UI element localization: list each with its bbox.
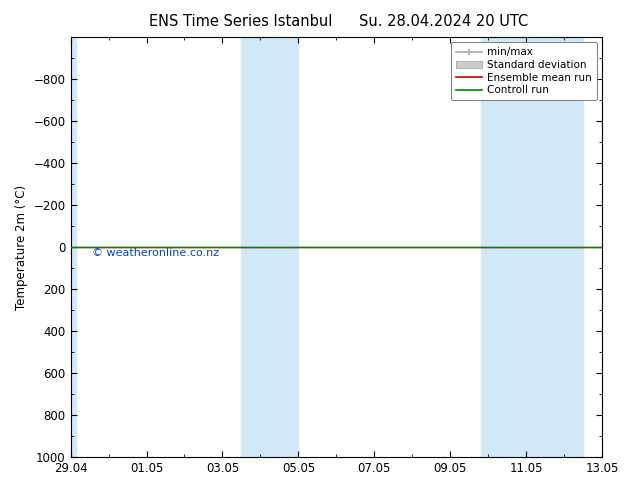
Legend: min/max, Standard deviation, Ensemble mean run, Controll run: min/max, Standard deviation, Ensemble me… (451, 42, 597, 100)
Y-axis label: Temperature 2m (°C): Temperature 2m (°C) (15, 185, 28, 310)
Bar (70, 37, 76, 457)
Text: ENS Time Series Istanbul: ENS Time Series Istanbul (149, 14, 333, 29)
Bar (519, 37, 583, 457)
Bar (242, 37, 272, 457)
Text: Su. 28.04.2024 20 UTC: Su. 28.04.2024 20 UTC (359, 14, 528, 29)
Bar (481, 37, 519, 457)
Bar (272, 37, 299, 457)
Text: © weatheronline.co.nz: © weatheronline.co.nz (92, 248, 219, 258)
